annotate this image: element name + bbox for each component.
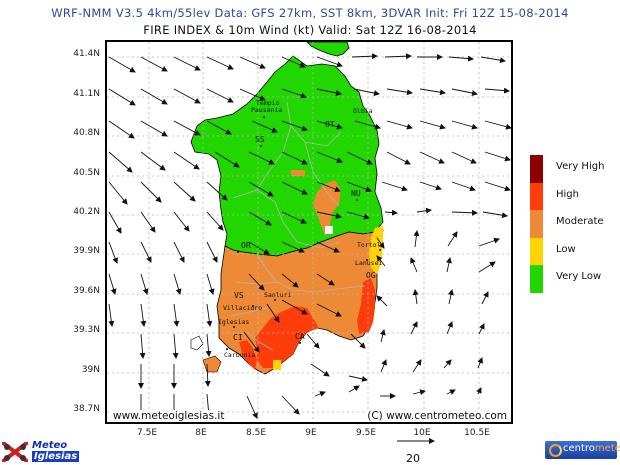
legend-swatch [530, 210, 543, 238]
x-tick-label: 8E [195, 428, 207, 438]
svg-text:Iglesias: Iglesias [218, 318, 249, 326]
y-tick-label: 39N [81, 365, 100, 375]
svg-text:Carbonia: Carbonia [224, 351, 255, 359]
svg-text:Villacidro: Villacidro [223, 304, 262, 312]
high-region-east [357, 278, 375, 334]
sant-antioco-island [202, 355, 222, 373]
high-region-southwest [239, 340, 257, 370]
credit-meteoiglesias: www.meteoiglesias.it [111, 410, 227, 422]
corsica-region [306, 42, 350, 57]
y-tick-label: 39.9N [73, 246, 100, 256]
wind-vectors [108, 53, 511, 419]
legend-swatch [530, 182, 543, 210]
svg-text:Olbia: Olbia [353, 107, 373, 115]
x-tick-label: 10E [413, 428, 431, 438]
svg-text:VS: VS [234, 291, 244, 300]
svg-text:OR: OR [241, 241, 251, 250]
x-tick-label: 9.5E [356, 428, 376, 438]
legend-label: High [556, 188, 579, 200]
y-tick-label: 41.1N [73, 89, 100, 99]
legend-label: Moderate [556, 216, 604, 227]
svg-text:Lanusei: Lanusei [355, 259, 382, 267]
logo-text-iglesias: Iglesias [32, 451, 80, 462]
logo-text-meteo-orange: meteo [594, 443, 620, 454]
high-region-south [255, 306, 319, 368]
svg-text:CI: CI [233, 333, 243, 342]
low-region-east [369, 226, 383, 274]
low-region-south [273, 360, 281, 370]
svg-text:Tortoli: Tortoli [357, 241, 384, 249]
y-tick-label: 39.3N [73, 325, 100, 335]
logo-text-meteo: Meteo [32, 440, 68, 451]
moderate-patch [291, 170, 305, 176]
y-tick-label: 40.8N [73, 128, 100, 138]
model-info-title: WRF-NMM V3.5 4km/55lev Data: GFS 27km, S… [51, 6, 569, 20]
x-tick-label: 9E [305, 428, 317, 438]
svg-text:OG: OG [366, 271, 376, 280]
reference-wind-arrow-icon [397, 438, 435, 444]
svg-text:CA: CA [295, 332, 305, 341]
legend-label: Very High [556, 161, 605, 172]
credit-centrometeo: (C) www.centrometeo.com [365, 410, 509, 422]
svg-text:Tempio: Tempio [256, 99, 280, 107]
x-tick-label: 7.5E [137, 428, 157, 438]
svg-text:NU: NU [351, 189, 361, 198]
chart-title: FIRE INDEX & 10m Wind (kt) Valid: Sat 12… [143, 23, 477, 37]
svg-text:Sanluri: Sanluri [264, 291, 291, 299]
centrometeo-ring-icon [549, 444, 562, 457]
legend-swatch [530, 155, 543, 183]
y-tick-label: 40.2N [73, 207, 100, 217]
y-tick-label: 38.7N [73, 404, 100, 414]
reference-vector-label: 20 [406, 452, 420, 465]
legend-label: Very Low [556, 271, 602, 282]
y-tick-label: 39.6N [73, 286, 100, 296]
x-tick-label: 10.5E [464, 428, 490, 438]
centrometeo-logo[interactable]: centrometeo [545, 441, 620, 459]
legend-label: Low [556, 243, 576, 255]
y-tick-label: 41.4N [73, 49, 100, 59]
map-panel: Tempio Pausania Olbia OT SS NU OR Tortoli… [105, 40, 513, 424]
svg-text:Pausania: Pausania [251, 106, 282, 114]
meteoiglesias-logo[interactable]: Meteo Iglesias [2, 440, 80, 464]
moderate-patch-nu [313, 180, 341, 236]
logo-text-centro: centro [563, 443, 595, 454]
legend-swatch [530, 265, 543, 293]
y-tick-label: 40.5N [73, 168, 100, 178]
sardinian-flag-icon [2, 442, 28, 462]
province-borders [230, 101, 366, 351]
legend-swatch [530, 237, 543, 265]
x-tick-label: 8.5E [246, 428, 266, 438]
svg-text:SS: SS [255, 135, 265, 144]
svg-text:OT: OT [325, 120, 335, 129]
san-pietro-island [190, 335, 204, 351]
